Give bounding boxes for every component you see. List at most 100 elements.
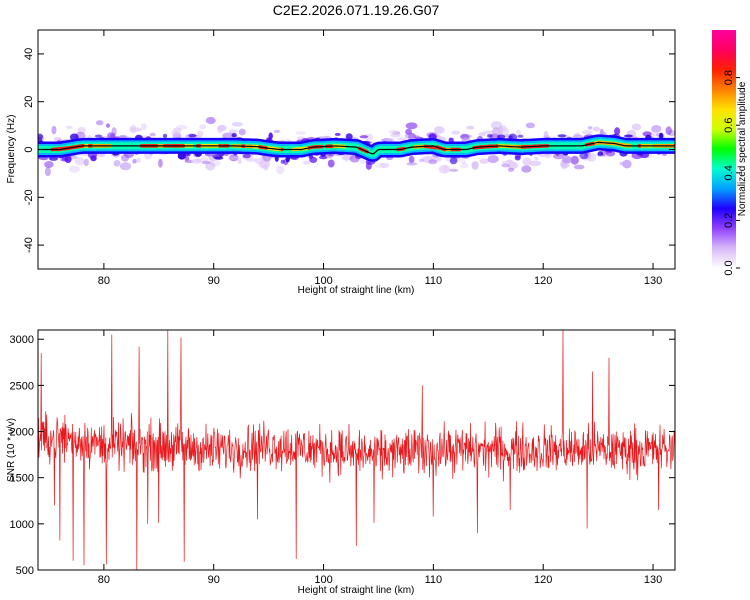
y-tick-label: -40 xyxy=(23,237,35,253)
spectrogram-noise-blob xyxy=(263,164,269,171)
spectrogram-noise-blob xyxy=(471,161,479,170)
spectrogram-noise-blob xyxy=(501,160,508,165)
x-tick-label: 120 xyxy=(534,574,552,586)
spectrogram-noise-blob xyxy=(490,121,503,130)
spectrogram-noise-blob xyxy=(360,157,366,165)
spectrogram-noise-blob xyxy=(449,168,459,172)
spectrogram-noise-blob xyxy=(132,158,137,164)
spectrogram-band-blob xyxy=(280,159,285,164)
spectrogram-noise-blob xyxy=(487,155,499,164)
spectrogram-noise-blob xyxy=(388,129,397,135)
spectrogram-noise-blob xyxy=(665,126,672,136)
x-tick-label: 80 xyxy=(98,275,110,287)
spectrogram-noise-blob xyxy=(111,127,117,136)
spectrogram-noise-blob xyxy=(77,126,86,134)
spectrogram-noise-blob xyxy=(140,123,147,131)
spectrogram-noise-blob xyxy=(586,153,597,162)
spectrogram-noise-blob xyxy=(149,132,156,137)
spectrogram-band-blob xyxy=(345,133,353,140)
spectrogram-noise-blob xyxy=(505,159,514,163)
spectrogram-band-blob xyxy=(319,155,328,160)
spectrogram-noise-blob xyxy=(522,157,532,166)
spectrogram-noise-blob xyxy=(501,163,510,168)
spectrogram-noise-blob xyxy=(229,154,239,162)
spectrogram-noise-blob xyxy=(208,159,221,167)
spectrogram-noise-blob xyxy=(238,128,246,136)
spectrogram-noise-blob xyxy=(387,137,396,142)
colorbar: 0.0 0.2 0.4 0.6 0.8 Normalized spectral ampl… xyxy=(712,30,748,276)
spectrogram-noise-blob xyxy=(561,155,573,164)
y-tick-label: 2500 xyxy=(10,380,34,392)
spectrogram-marks xyxy=(38,116,675,177)
spectrogram-noise-blob xyxy=(95,120,104,126)
x-tick-label: 110 xyxy=(425,275,443,287)
spectrogram-noise-blob xyxy=(483,130,494,135)
spectrogram-band-blob xyxy=(514,155,521,161)
colorbar-label: Normalized spectral amplitude xyxy=(737,81,748,216)
spectrogram-noise-blob xyxy=(200,156,209,161)
x-tick-label: 100 xyxy=(314,275,332,287)
spectrogram-track-line xyxy=(38,141,675,155)
spectrogram-noise-blob xyxy=(359,135,369,139)
spectrogram-band-blob xyxy=(231,133,237,138)
spectrogram-noise-blob xyxy=(405,122,418,130)
spectrogram-noise-blob xyxy=(438,164,451,174)
spectrogram-band-blob xyxy=(309,156,318,163)
spectrogram-noise-blob xyxy=(534,156,539,160)
y-tick-label: 40 xyxy=(23,48,35,60)
spectrogram-noise-blob xyxy=(228,129,238,134)
snr-frame xyxy=(37,329,676,571)
spectrogram-noise-blob xyxy=(191,158,203,164)
spectrogram-ticks: 80 90 100 110 120 130 -40 -20 0 20 40 xyxy=(23,30,675,287)
spectrogram-noise-blob xyxy=(205,116,216,125)
spectrogram-band-blob xyxy=(49,156,59,161)
spectrogram-noise-blob xyxy=(254,157,264,165)
snr-series-line xyxy=(38,330,675,570)
y-tick-label: 20 xyxy=(23,96,35,108)
snr-marks xyxy=(38,330,675,570)
spectrogram-noise-blob xyxy=(516,129,521,135)
spectrogram-noise-blob xyxy=(622,159,632,169)
spectrogram-noise-blob xyxy=(525,122,536,129)
spectrogram-y-axis-label: Frequency (Hz) xyxy=(6,115,17,184)
x-tick-label: 110 xyxy=(425,574,443,586)
y-tick-label: -20 xyxy=(23,189,35,205)
spectrogram-noise-blob xyxy=(51,125,57,135)
spectrogram-noise-blob xyxy=(459,162,469,169)
spectrogram-band-blob xyxy=(214,156,224,160)
spectrogram-noise-blob xyxy=(451,130,461,135)
spectrogram-noise-blob xyxy=(651,124,662,133)
spectrogram-noise-blob xyxy=(129,125,137,134)
spectrogram-panel: 80 90 100 110 120 130 -40 -20 0 20 40 Height of st… xyxy=(6,29,676,296)
spectrogram-noise-blob xyxy=(507,167,515,172)
y-tick-label: 1000 xyxy=(10,519,34,531)
x-tick-label: 80 xyxy=(98,574,110,586)
spectrogram-noise-blob xyxy=(380,162,390,168)
spectrogram-noise-blob xyxy=(173,127,182,134)
snr-ticks: 80 90 100 110 120 130 500 1000 1500 2000 2500 3000 xyxy=(10,330,675,586)
colorbar-tick-label: 0.8 xyxy=(723,70,735,85)
spectrogram-band-blob xyxy=(188,134,197,138)
spectrogram-band-blob xyxy=(38,133,44,140)
spectrogram-band-blob xyxy=(177,152,186,160)
spectrogram-noise-blob xyxy=(69,165,80,173)
spectrogram-noise-blob xyxy=(466,125,475,130)
snr-y-axis-label: SNR (10 * v/v) xyxy=(6,418,17,482)
spectrogram-noise-blob xyxy=(521,165,532,173)
spectrogram-noise-blob xyxy=(581,130,593,135)
spectrogram-noise-blob xyxy=(65,125,73,129)
spectrogram-noise-blob xyxy=(231,122,243,127)
spectrogram-noise-blob xyxy=(430,154,442,163)
colorbar-tick-label: 0.4 xyxy=(723,165,735,180)
colorbar-tick-label: 0.2 xyxy=(723,213,735,228)
spectrogram-noise-blob xyxy=(461,160,467,165)
spectrogram-noise-blob xyxy=(570,155,579,165)
spectrogram-band-blob xyxy=(497,134,506,139)
x-tick-label: 130 xyxy=(644,275,662,287)
spectrogram-noise-blob xyxy=(106,123,110,128)
spectrogram-x-axis-label: Height of straight line (km) xyxy=(298,285,415,296)
spectrogram-noise-blob xyxy=(587,126,593,130)
spectrogram-noise-blob xyxy=(651,133,656,137)
spectrogram-band-blob xyxy=(624,134,633,138)
spectrogram-noise-blob xyxy=(529,160,541,167)
